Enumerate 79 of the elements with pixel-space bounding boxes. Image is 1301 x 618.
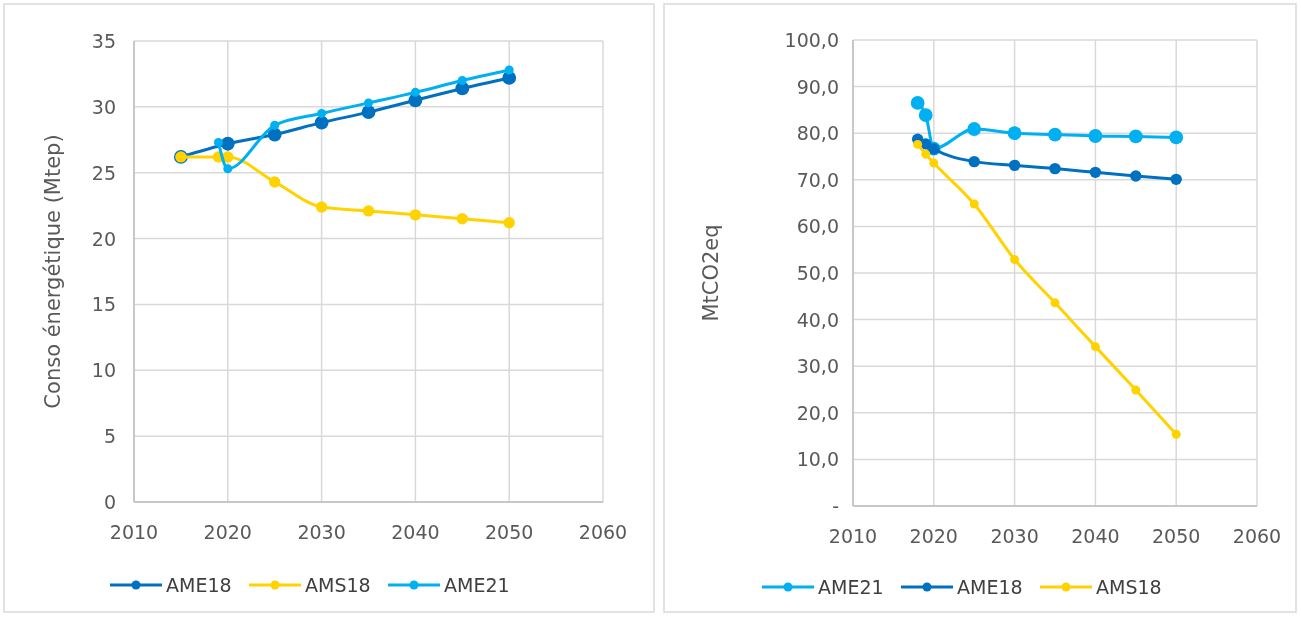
y-tick-label: 35 [91, 30, 116, 52]
point [269, 176, 281, 188]
point [223, 164, 233, 174]
y-tick-label: 5 [103, 425, 116, 448]
point [1088, 129, 1103, 143]
point [1008, 159, 1021, 172]
x-tick-label: 2010 [828, 525, 878, 547]
point [1007, 126, 1022, 141]
legend-label: AME21 [444, 574, 510, 596]
y-tick-label: 20,0 [796, 401, 839, 424]
point [213, 137, 223, 147]
point [1048, 127, 1062, 142]
point [910, 96, 925, 110]
point [317, 108, 327, 118]
point [410, 87, 420, 97]
y-tick-label: 80,0 [796, 122, 839, 145]
point [968, 155, 980, 168]
point [969, 199, 979, 209]
point [1050, 298, 1060, 308]
y-tick-label: - [832, 495, 839, 517]
point [314, 115, 329, 130]
x-tick-label: 2050 [1152, 525, 1201, 547]
y-tick-label: 10 [91, 359, 116, 382]
legend-label: AME18 [957, 576, 1023, 598]
point [918, 108, 933, 122]
y-tick-label: 40,0 [796, 308, 839, 331]
y-tick-label: 100,0 [784, 29, 839, 51]
point [456, 213, 468, 225]
point [220, 136, 235, 151]
point [1090, 342, 1100, 352]
y-tick-label: 60,0 [796, 215, 839, 238]
y-tick-label: 90,0 [796, 75, 839, 98]
x-tick-label: 2020 [909, 525, 958, 547]
y-axis-title: MtCO2eq [699, 224, 723, 322]
y-tick-label: 0 [103, 491, 116, 513]
y-tick-label: 30 [91, 95, 116, 118]
x-tick-label: 2060 [1232, 525, 1282, 547]
point [1089, 166, 1102, 179]
point [504, 65, 514, 75]
point [362, 205, 375, 217]
y-tick-label: 15 [91, 293, 116, 316]
x-tick-label: 2010 [109, 521, 159, 543]
point [270, 120, 280, 130]
y-axis-title: Conso énergétique (Mtep) [41, 134, 65, 409]
y-tick-label: 20 [91, 227, 116, 250]
y-tick-label: 50,0 [796, 262, 839, 284]
point [1128, 129, 1143, 144]
legend-label: AMS18 [305, 574, 371, 596]
point [913, 139, 923, 149]
x-tick-label: 2030 [990, 525, 1039, 547]
point [1010, 254, 1020, 264]
point [364, 98, 373, 108]
point [1130, 170, 1142, 182]
point [409, 209, 422, 221]
point [1171, 429, 1181, 439]
point [315, 201, 328, 213]
point [1131, 385, 1141, 395]
point [967, 122, 982, 136]
legend-label: AMS18 [1096, 576, 1162, 598]
x-tick-label: 2030 [297, 521, 346, 543]
x-tick-label: 2050 [485, 521, 534, 543]
x-tick-label: 2040 [391, 521, 440, 543]
y-tick-label: 30,0 [796, 355, 839, 378]
point [503, 217, 515, 229]
point [1049, 162, 1061, 175]
x-tick-label: 2040 [1071, 525, 1120, 547]
y-tick-label: 10,0 [796, 448, 839, 471]
x-tick-label: 2060 [578, 521, 628, 543]
point [1169, 130, 1184, 145]
point [1170, 173, 1182, 186]
point [929, 158, 939, 168]
legend-label: AME21 [818, 576, 884, 598]
x-tick-label: 2020 [203, 521, 252, 543]
y-tick-label: 70,0 [796, 168, 839, 191]
point [921, 149, 931, 159]
point [457, 76, 467, 86]
y-tick-label: 25 [91, 161, 116, 184]
point [361, 105, 376, 120]
legend-label: AME18 [166, 574, 232, 596]
